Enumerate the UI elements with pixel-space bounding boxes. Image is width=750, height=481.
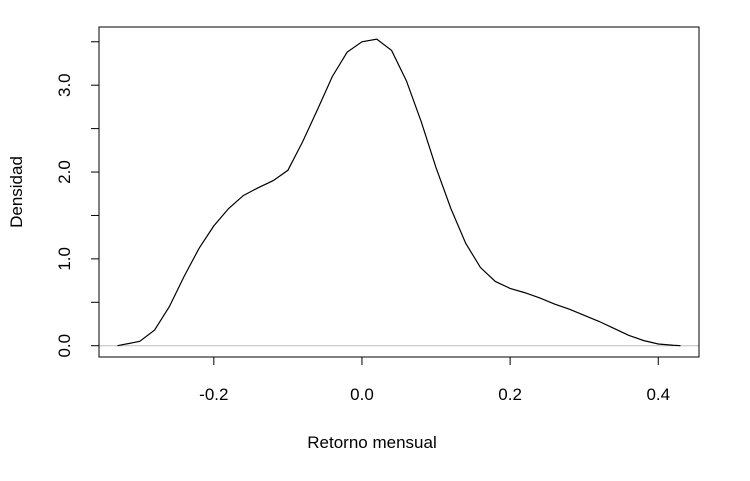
y-tick-label: 3.0 [55,73,74,97]
x-tick-label: 0.0 [350,385,374,404]
x-tick-label: 0.4 [646,385,670,404]
y-tick-label: 2.0 [55,160,74,184]
x-tick-label: 0.2 [498,385,522,404]
x-tick-label: -0.2 [199,385,228,404]
plot-frame [98,26,700,358]
density-curve [117,38,681,347]
y-tick-label: 0.0 [55,334,74,358]
x-axis: -0.2 0.0 0.2 0.4 [199,356,670,404]
y-axis: 0.0 1.0 2.0 3.0 [55,41,100,358]
y-axis-title: Densidad [7,156,26,228]
y-tick-label: 1.0 [55,247,74,271]
x-axis-title: Retorno mensual [307,433,436,452]
